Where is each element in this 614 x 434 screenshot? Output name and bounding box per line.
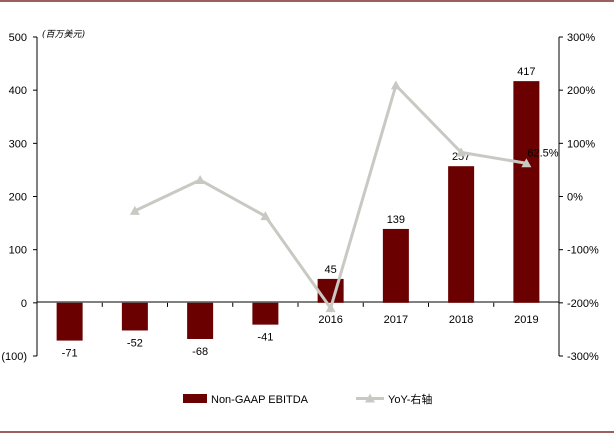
bar-data-label: 139 (387, 214, 405, 226)
right-axis-tick-label: -300% (567, 351, 599, 363)
legend-label-yoy: YoY-右轴 (388, 392, 432, 406)
right-axis-tick-label: 0% (567, 192, 583, 204)
bar-data-label: -68 (192, 346, 208, 358)
bar-ebitda (317, 278, 344, 303)
legend-label-ebitda: Non-GAAP EBITDA (211, 394, 309, 406)
bar-ebitda (448, 166, 475, 303)
bar-data-label: 45 (325, 264, 337, 276)
yoy-point-marker (325, 303, 336, 313)
left-axis-tick-label: 100 (9, 245, 27, 257)
yoy-point-marker (195, 175, 206, 185)
bar-ebitda (187, 302, 214, 339)
legend: Non-GAAP EBITDA YoY-右轴 (183, 392, 432, 406)
right-axis-tick-label: -100% (567, 245, 599, 257)
x-axis-category-label: 2018 (449, 314, 473, 326)
left-axis-tick-label: 400 (9, 85, 27, 97)
legend-swatch-yoy-marker (365, 393, 375, 403)
right-axis-tick-label: -200% (567, 298, 599, 310)
bar-data-label: 417 (517, 66, 535, 78)
yoy-point-marker (390, 80, 401, 90)
yoy-data-label: 62.5% (527, 147, 558, 159)
unit-label: (百万美元) (42, 29, 86, 40)
x-axis-category-label: 2019 (514, 314, 538, 326)
bar-ebitda (513, 81, 540, 303)
left-axis-tick-label: 300 (9, 138, 27, 150)
yoy-point-marker (521, 158, 532, 168)
yoy-point-marker (456, 147, 467, 157)
bar-data-label: -52 (127, 337, 143, 349)
bar-data-label: -41 (257, 332, 273, 344)
bar-ebitda (382, 228, 409, 303)
yoy-point-marker (260, 211, 271, 221)
legend-swatch-ebitda (183, 394, 207, 403)
yoy-point-marker (129, 205, 140, 215)
right-axis-tick-label: 200% (567, 85, 595, 97)
x-axis-category-label: 2016 (318, 314, 342, 326)
right-axis-tick-label: 100% (567, 138, 595, 150)
bar-ebitda (252, 302, 279, 325)
left-axis-tick-label: (100) (1, 351, 27, 363)
bar-ebitda (121, 302, 148, 331)
left-axis-tick-label: 200 (9, 192, 27, 204)
left-axis-tick-label: 0 (21, 298, 27, 310)
left-axis-tick-label: 500 (9, 32, 27, 44)
bar-ebitda (56, 302, 83, 341)
right-axis-tick-label: 300% (567, 32, 595, 44)
x-axis-category-label: 2017 (384, 314, 408, 326)
bar-data-label: -71 (62, 348, 78, 360)
